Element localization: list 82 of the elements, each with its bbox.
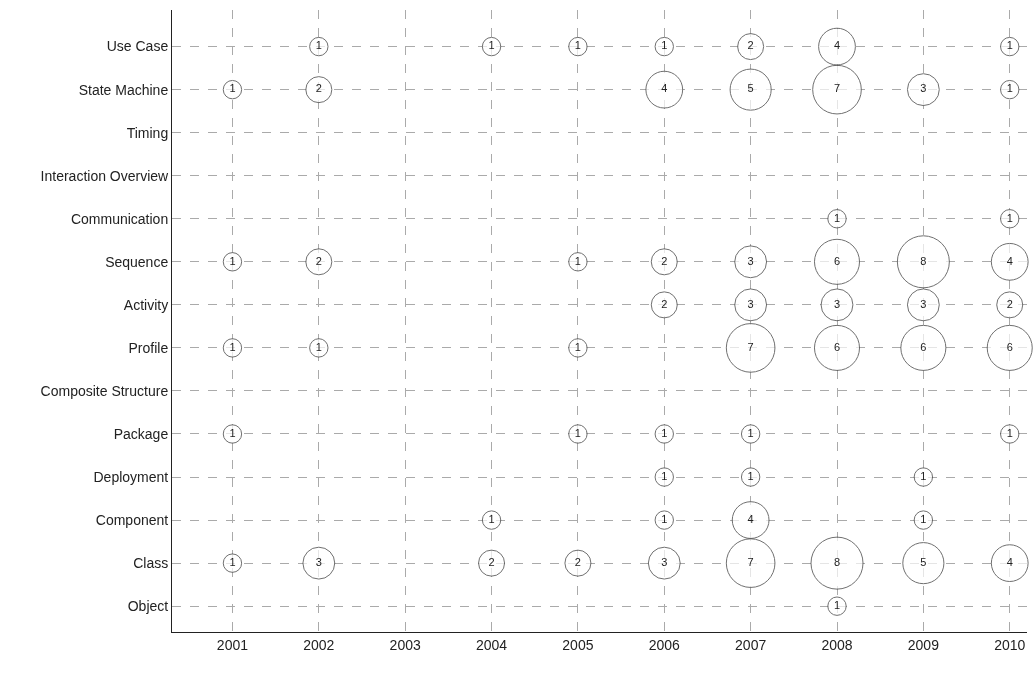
data-label: 1 [661,512,668,525]
data-label: 1 [1006,211,1013,224]
data-label: 1 [920,512,927,525]
data-label: 1 [661,39,668,52]
data-label: 4 [1006,254,1013,267]
data-label: 6 [920,340,927,353]
data-label: 1 [229,426,236,439]
data-label: 1 [833,211,841,224]
data-label: 2 [747,39,754,52]
y-tick-label: Package [113,425,169,442]
data-label: 1 [488,512,495,525]
data-label: 4 [661,82,668,95]
data-label: 3 [920,297,927,310]
data-label: 1 [747,469,754,482]
y-tick-label: Use Case [106,38,169,55]
data-label: 3 [747,297,754,310]
data-label: 3 [315,555,322,568]
data-label: 5 [747,82,754,95]
y-tick-label: Timing [126,124,169,141]
data-label: 2 [488,555,495,568]
y-tick-label: Object [127,598,169,615]
data-label: 1 [661,469,668,482]
data-label: 1 [574,254,581,267]
data-label: 5 [920,555,927,568]
y-tick-label: Communication [70,210,169,227]
data-label: 2 [661,297,668,310]
data-label: 4 [747,512,754,525]
data-label: 1 [315,340,322,353]
x-tick-label: 2010 [994,636,1026,653]
data-label: 2 [1006,297,1013,310]
data-label: 3 [920,82,927,95]
data-label: 1 [229,82,236,95]
x-tick-label: 2003 [389,636,421,653]
y-tick-label: Deployment [93,468,169,485]
y-tick-label: Interaction Overview [40,167,170,184]
x-tick-label: 2002 [303,636,335,653]
x-tick-label: 2001 [216,636,249,653]
y-tick-label: Composite Structure [40,382,169,399]
data-label: 2 [661,254,668,267]
data-label: 8 [833,555,841,568]
data-label: 1 [920,469,927,482]
data-label: 1 [488,39,495,52]
data-label: 4 [833,39,841,52]
x-tick-label: 2008 [821,636,853,653]
data-label: 1 [1006,39,1013,52]
data-label: 1 [1006,426,1013,439]
y-tick-label: State Machine [78,81,169,98]
data-label: 6 [833,254,841,267]
data-label: 1 [574,340,581,353]
data-label: 7 [747,340,754,353]
data-label: 1 [574,39,581,52]
x-tick-label: 2005 [562,636,594,653]
x-tick-label: 2007 [735,636,767,653]
data-label: 2 [574,555,581,568]
x-tick-label: 2006 [648,636,681,653]
y-tick-label: Activity [123,296,169,313]
data-label: 2 [315,254,322,267]
data-label: 1 [661,426,668,439]
data-label: 1 [229,254,236,267]
x-tick-label: 2009 [907,636,940,653]
data-label: 3 [747,254,754,267]
data-label: 1 [229,555,236,568]
y-tick-label: Class [133,555,169,572]
data-label: 4 [1006,555,1013,568]
x-tick-label: 2004 [475,636,508,653]
data-label: 8 [920,254,927,267]
data-label: 1 [1006,82,1013,95]
data-label: 1 [229,340,236,353]
data-label: 1 [574,426,581,439]
data-label: 7 [833,82,841,95]
data-label: 2 [315,82,322,95]
data-label: 7 [747,555,754,568]
y-tick-label: Profile [128,339,169,356]
data-label: 1 [747,426,754,439]
data-label: 3 [833,297,841,310]
y-tick-label: Sequence [105,253,169,270]
data-label: 1 [315,39,322,52]
data-label: 6 [1006,340,1013,353]
data-label: 6 [833,340,841,353]
data-label: 1 [833,598,841,611]
y-tick-label: Component [95,511,169,528]
data-label: 3 [661,555,668,568]
